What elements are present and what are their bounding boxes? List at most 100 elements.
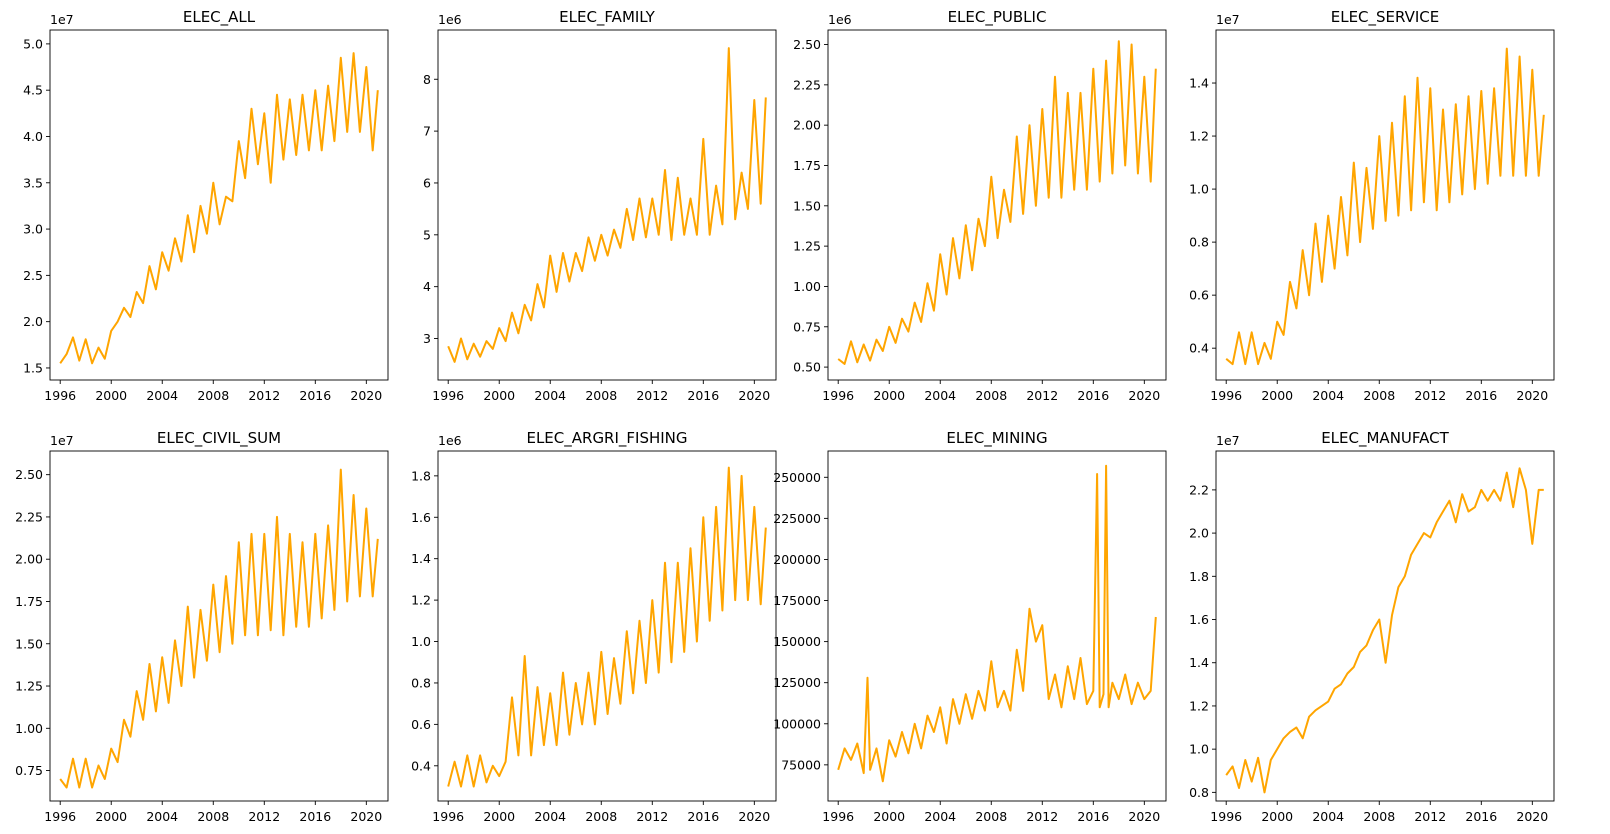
y-tick-label: 8 — [423, 72, 431, 87]
x-tick-label: 2012 — [248, 388, 280, 403]
plot-frame — [437, 29, 777, 381]
series-line — [447, 47, 767, 363]
x-tick-label: 2004 — [534, 388, 566, 403]
y-tick-label: 200000 — [773, 552, 821, 567]
chart-title: ELEC_PUBLIC — [948, 8, 1047, 27]
x-tick-label: 2000 — [95, 809, 127, 824]
chart-title: ELEC_CIVIL_SUM — [157, 429, 281, 448]
y-tick-label: 250000 — [773, 470, 821, 485]
y-tick-label: 0.8 — [1189, 785, 1209, 800]
chart-title: ELEC_MANUFACT — [1321, 429, 1449, 448]
y-tick-label: 0.6 — [411, 717, 431, 732]
x-tick-label: 2008 — [585, 388, 617, 403]
y-tick-label: 125000 — [773, 675, 821, 690]
y-tick-label: 7 — [423, 124, 431, 139]
y-tick-label: 4.0 — [23, 129, 43, 144]
y-tick-label: 1.4 — [411, 551, 431, 566]
y-tick-label: 225000 — [773, 511, 821, 526]
plot-frame — [1215, 29, 1555, 381]
subplot-6: ELEC_MINING 75000 100000 125000 150000 175000… — [773, 429, 1167, 824]
x-tick-label: 2020 — [1516, 809, 1548, 824]
y-tick-label: 2.25 — [793, 77, 821, 92]
y-tick-label: 1.8 — [411, 468, 431, 483]
x-tick-label: 2004 — [146, 809, 178, 824]
y-tick-label: 1.25 — [15, 679, 43, 694]
chart-title: ELEC_ARGRI_FISHING — [526, 429, 687, 448]
y-tick-label: 2.50 — [793, 37, 821, 52]
x-tick-label: 2008 — [975, 388, 1007, 403]
y-tick-label: 0.4 — [1189, 341, 1209, 356]
x-tick-label: 2004 — [924, 809, 956, 824]
y-tick-label: 0.75 — [15, 763, 43, 778]
x-tick-label: 1996 — [432, 809, 464, 824]
plot-frame — [827, 450, 1167, 802]
series-line — [837, 40, 1157, 365]
y-tick-label: 2.00 — [15, 552, 43, 567]
x-tick-label: 2012 — [1414, 809, 1446, 824]
y-offset-label: 1e6 — [828, 12, 852, 27]
y-tick-label: 1.00 — [793, 279, 821, 294]
x-tick-label: 2012 — [248, 809, 280, 824]
y-tick-label: 5 — [423, 227, 431, 242]
y-tick-label: 1.50 — [793, 198, 821, 213]
y-tick-label: 0.6 — [1189, 288, 1209, 303]
y-offset-label: 1e6 — [438, 12, 462, 27]
x-tick-label: 2016 — [687, 809, 719, 824]
subplot-5: ELEC_ARGRI_FISHING 1e6 0.4 0.6 0.8 1.0 1.2 1.4 1… — [411, 429, 777, 824]
x-tick-label: 2020 — [738, 388, 770, 403]
x-tick-label: 1996 — [44, 388, 76, 403]
x-tick-label: 2020 — [350, 388, 382, 403]
x-tick-label: 2000 — [483, 388, 515, 403]
y-tick-label: 75000 — [781, 757, 821, 772]
x-tick-label: 2012 — [1026, 388, 1058, 403]
y-tick-label: 2.2 — [1189, 482, 1209, 497]
x-tick-label: 2016 — [1077, 388, 1109, 403]
x-tick-label: 2000 — [1261, 809, 1293, 824]
y-tick-label: 0.4 — [411, 758, 431, 773]
subplot-4: ELEC_CIVIL_SUM 1e7 0.75 1.00 1.25 1.50 1.75 2.0… — [15, 429, 389, 824]
x-tick-label: 2004 — [1312, 388, 1344, 403]
y-tick-label: 0.50 — [793, 360, 821, 375]
y-tick-label: 6 — [423, 175, 431, 190]
y-tick-label: 1.2 — [411, 593, 431, 608]
y-tick-label: 1.75 — [793, 158, 821, 173]
x-tick-label: 2016 — [1465, 809, 1497, 824]
x-tick-label: 2008 — [585, 809, 617, 824]
y-tick-label: 2.0 — [1189, 526, 1209, 541]
y-tick-label: 1.00 — [15, 721, 43, 736]
y-tick-label: 1.5 — [23, 360, 43, 375]
y-tick-label: 2.50 — [15, 467, 43, 482]
x-tick-label: 2000 — [873, 388, 905, 403]
x-tick-label: 1996 — [1210, 809, 1242, 824]
y-tick-label: 2.0 — [23, 314, 43, 329]
y-offset-label: 1e6 — [438, 433, 462, 448]
y-tick-label: 2.5 — [23, 268, 43, 283]
x-tick-label: 2000 — [873, 809, 905, 824]
y-tick-label: 1.6 — [1189, 612, 1209, 627]
y-tick-label: 1.0 — [1189, 182, 1209, 197]
x-tick-label: 1996 — [822, 388, 854, 403]
y-tick-label: 5.0 — [23, 36, 43, 51]
y-tick-label: 3.5 — [23, 175, 43, 190]
x-tick-label: 2008 — [975, 809, 1007, 824]
x-tick-label: 2016 — [1077, 809, 1109, 824]
x-tick-label: 2004 — [146, 388, 178, 403]
y-tick-label: 150000 — [773, 634, 821, 649]
subplot-7: ELEC_MANUFACT 1e7 0.8 1.0 1.2 1.4 1.6 1.8 2.0 2.2… — [1189, 429, 1555, 824]
series-line — [1225, 467, 1544, 794]
x-tick-label: 2004 — [924, 388, 956, 403]
x-tick-label: 2000 — [1261, 388, 1293, 403]
y-tick-label: 4.5 — [23, 83, 43, 98]
y-tick-label: 175000 — [773, 593, 821, 608]
y-tick-label: 1.2 — [1189, 129, 1209, 144]
x-tick-label: 2008 — [197, 388, 229, 403]
y-tick-label: 100000 — [773, 716, 821, 731]
x-tick-label: 2012 — [636, 388, 668, 403]
series-line — [59, 468, 379, 789]
y-tick-label: 2.25 — [15, 509, 43, 524]
x-tick-label: 2008 — [1363, 809, 1395, 824]
y-tick-label: 1.6 — [411, 510, 431, 525]
x-tick-label: 1996 — [432, 388, 464, 403]
x-tick-label: 1996 — [1210, 388, 1242, 403]
